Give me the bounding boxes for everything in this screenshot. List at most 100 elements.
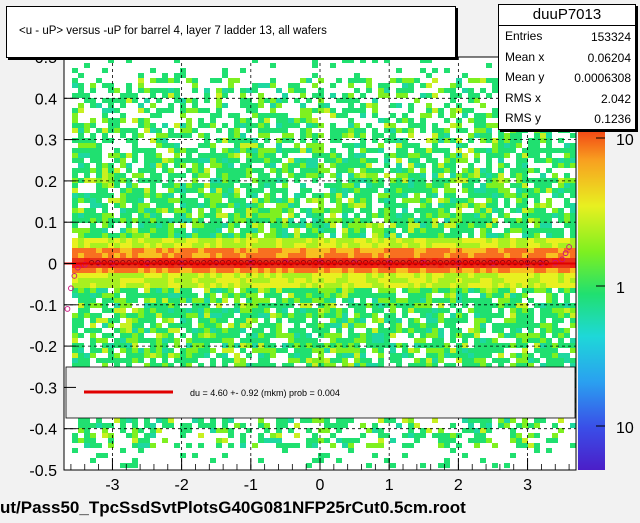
heatmap-cell	[180, 68, 186, 73]
heatmap-cell	[234, 308, 240, 313]
heatmap-cell	[354, 123, 360, 128]
heatmap-cell	[306, 363, 312, 368]
heatmap-cell	[252, 273, 258, 278]
heatmap-cell	[174, 233, 180, 238]
heatmap-cell	[246, 278, 252, 283]
heatmap-cell	[492, 173, 498, 178]
heatmap-cell	[438, 253, 444, 258]
heatmap-cell	[120, 323, 126, 328]
heatmap-cell	[180, 318, 186, 323]
heatmap-cell	[102, 113, 108, 118]
heatmap-cell	[252, 103, 258, 108]
heatmap-cell	[240, 163, 246, 168]
heatmap-cell	[306, 308, 312, 313]
heatmap-cell	[402, 313, 408, 318]
heatmap-cell	[564, 273, 570, 278]
heatmap-cell	[378, 223, 384, 228]
heatmap-cell	[96, 313, 102, 318]
heatmap-cell	[528, 253, 534, 258]
heatmap-cell	[168, 303, 174, 308]
heatmap-cell	[168, 273, 174, 278]
heatmap-cell	[198, 193, 204, 198]
heatmap-cell	[456, 283, 462, 288]
heatmap-cell	[114, 263, 120, 268]
heatmap-cell	[342, 113, 348, 118]
heatmap-cell	[372, 318, 378, 323]
heatmap-cell	[486, 238, 492, 243]
heatmap-cell	[270, 243, 276, 248]
heatmap-cell	[546, 263, 552, 268]
heatmap-cell	[330, 303, 336, 308]
heatmap-cell	[426, 253, 432, 258]
heatmap-cell	[150, 238, 156, 243]
heatmap-cell	[426, 108, 432, 113]
heatmap-cell	[288, 293, 294, 298]
stats-histogram-name: duuP7013	[499, 5, 635, 26]
heatmap-cell	[198, 143, 204, 148]
heatmap-cell	[84, 163, 90, 168]
heatmap-cell	[186, 363, 192, 368]
heatmap-cell	[450, 158, 456, 163]
heatmap-cell	[210, 263, 216, 268]
heatmap-cell	[192, 303, 198, 308]
heatmap-cell	[222, 258, 228, 263]
heatmap-cell	[396, 68, 402, 73]
heatmap-cell	[444, 133, 450, 138]
heatmap-cell	[432, 418, 438, 423]
heatmap-cell	[102, 218, 108, 223]
heatmap-cell	[282, 203, 288, 208]
heatmap-cell	[216, 193, 222, 198]
heatmap-cell	[258, 148, 264, 153]
heatmap-cell	[456, 173, 462, 178]
heatmap-cell	[474, 153, 480, 158]
heatmap-cell	[90, 313, 96, 318]
heatmap-cell	[150, 218, 156, 223]
heatmap-cell	[420, 343, 426, 348]
heatmap-cell	[210, 183, 216, 188]
heatmap-cell	[474, 283, 480, 288]
heatmap-cell	[390, 263, 396, 268]
heatmap-cell	[372, 133, 378, 138]
heatmap-cell	[90, 148, 96, 153]
heatmap-cell	[234, 238, 240, 243]
heatmap-cell	[492, 243, 498, 248]
heatmap-cell	[522, 203, 528, 208]
heatmap-cell	[216, 218, 222, 223]
heatmap-cell	[564, 198, 570, 203]
heatmap-cell	[198, 278, 204, 283]
heatmap-cell	[162, 278, 168, 283]
heatmap-cell	[372, 148, 378, 153]
heatmap-cell	[546, 268, 552, 273]
heatmap-cell	[546, 203, 552, 208]
heatmap-cell	[408, 173, 414, 178]
heatmap-cell	[126, 93, 132, 98]
heatmap-cell	[288, 363, 294, 368]
heatmap-cell	[96, 253, 102, 258]
heatmap-cell	[282, 223, 288, 228]
heatmap-cell	[372, 138, 378, 143]
heatmap-cell	[96, 143, 102, 148]
heatmap-cell	[264, 318, 270, 323]
heatmap-cell	[354, 438, 360, 443]
heatmap-cell	[516, 278, 522, 283]
heatmap-cell	[426, 308, 432, 313]
heatmap-cell	[162, 183, 168, 188]
heatmap-cell	[330, 288, 336, 293]
heatmap-cell	[150, 338, 156, 343]
heatmap-cell	[72, 128, 78, 133]
heatmap-cell	[402, 173, 408, 178]
heatmap-cell	[408, 168, 414, 173]
heatmap-cell	[174, 443, 180, 448]
heatmap-cell	[246, 243, 252, 248]
heatmap-cell	[450, 123, 456, 128]
heatmap-cell	[318, 123, 324, 128]
heatmap-cell	[462, 143, 468, 148]
heatmap-cell	[426, 228, 432, 233]
heatmap-cell	[552, 173, 558, 178]
heatmap-cell	[264, 348, 270, 353]
heatmap-cell	[378, 353, 384, 358]
heatmap-cell	[174, 278, 180, 283]
heatmap-cell	[84, 433, 90, 438]
heatmap-cell	[552, 233, 558, 238]
heatmap-cell	[450, 293, 456, 298]
